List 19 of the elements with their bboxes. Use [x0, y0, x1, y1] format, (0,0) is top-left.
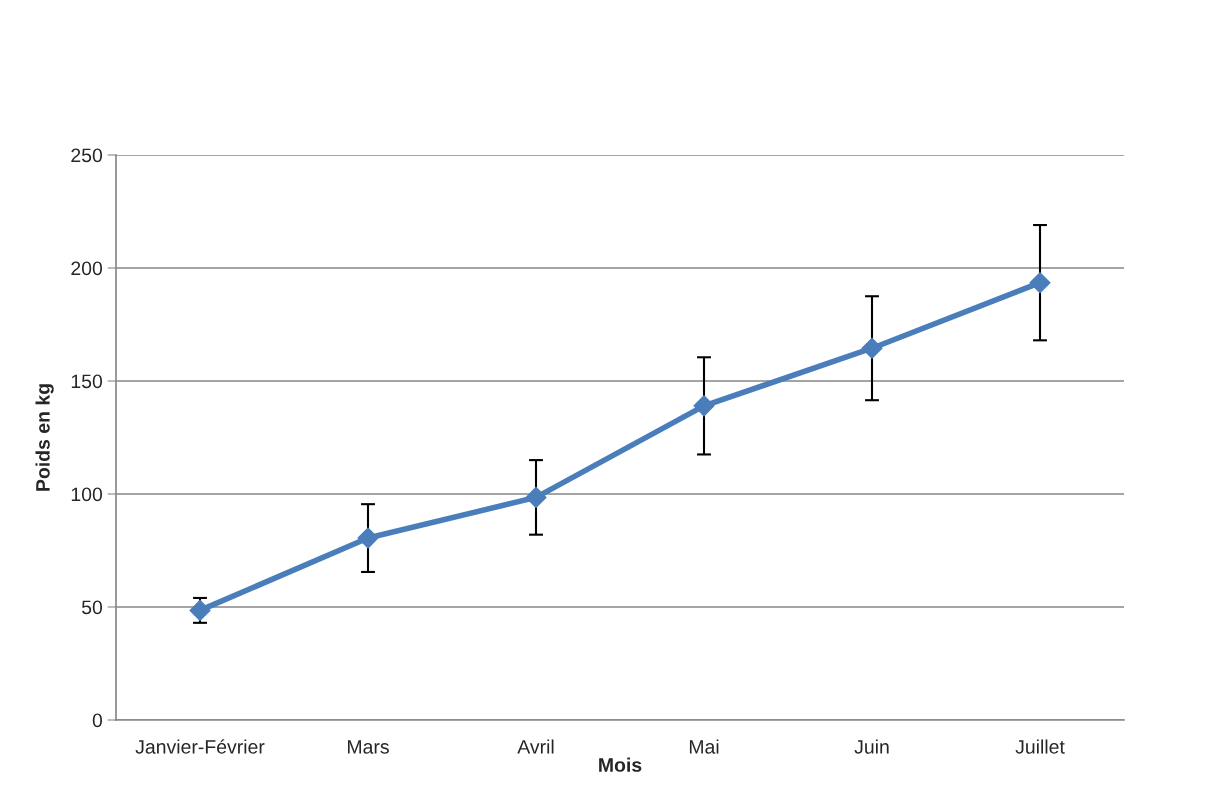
- point: [693, 395, 715, 417]
- y-tick-label: 0: [92, 713, 103, 728]
- x-tick-label: Juin: [854, 739, 889, 754]
- y-tick-label: 50: [81, 600, 103, 615]
- y-tick-label: 250: [71, 148, 103, 163]
- x-tick-label: Janvier-Février: [135, 739, 265, 754]
- y-tick-label: 200: [71, 261, 103, 276]
- x-tick-label: Mars: [347, 740, 389, 754]
- point: [861, 337, 883, 359]
- point: [525, 486, 547, 508]
- y-tick-label: 150: [71, 374, 103, 389]
- point: [357, 527, 379, 549]
- x-tick-label: Juillet: [1015, 739, 1065, 754]
- x-tick-label: Avril: [517, 739, 554, 754]
- point: [1029, 272, 1051, 294]
- y-axis-title: Poids en kg: [35, 384, 54, 491]
- y-tick-label: 100: [71, 487, 103, 502]
- x-axis-title: Mois: [599, 757, 642, 772]
- x-tick-label: Mai: [689, 739, 719, 754]
